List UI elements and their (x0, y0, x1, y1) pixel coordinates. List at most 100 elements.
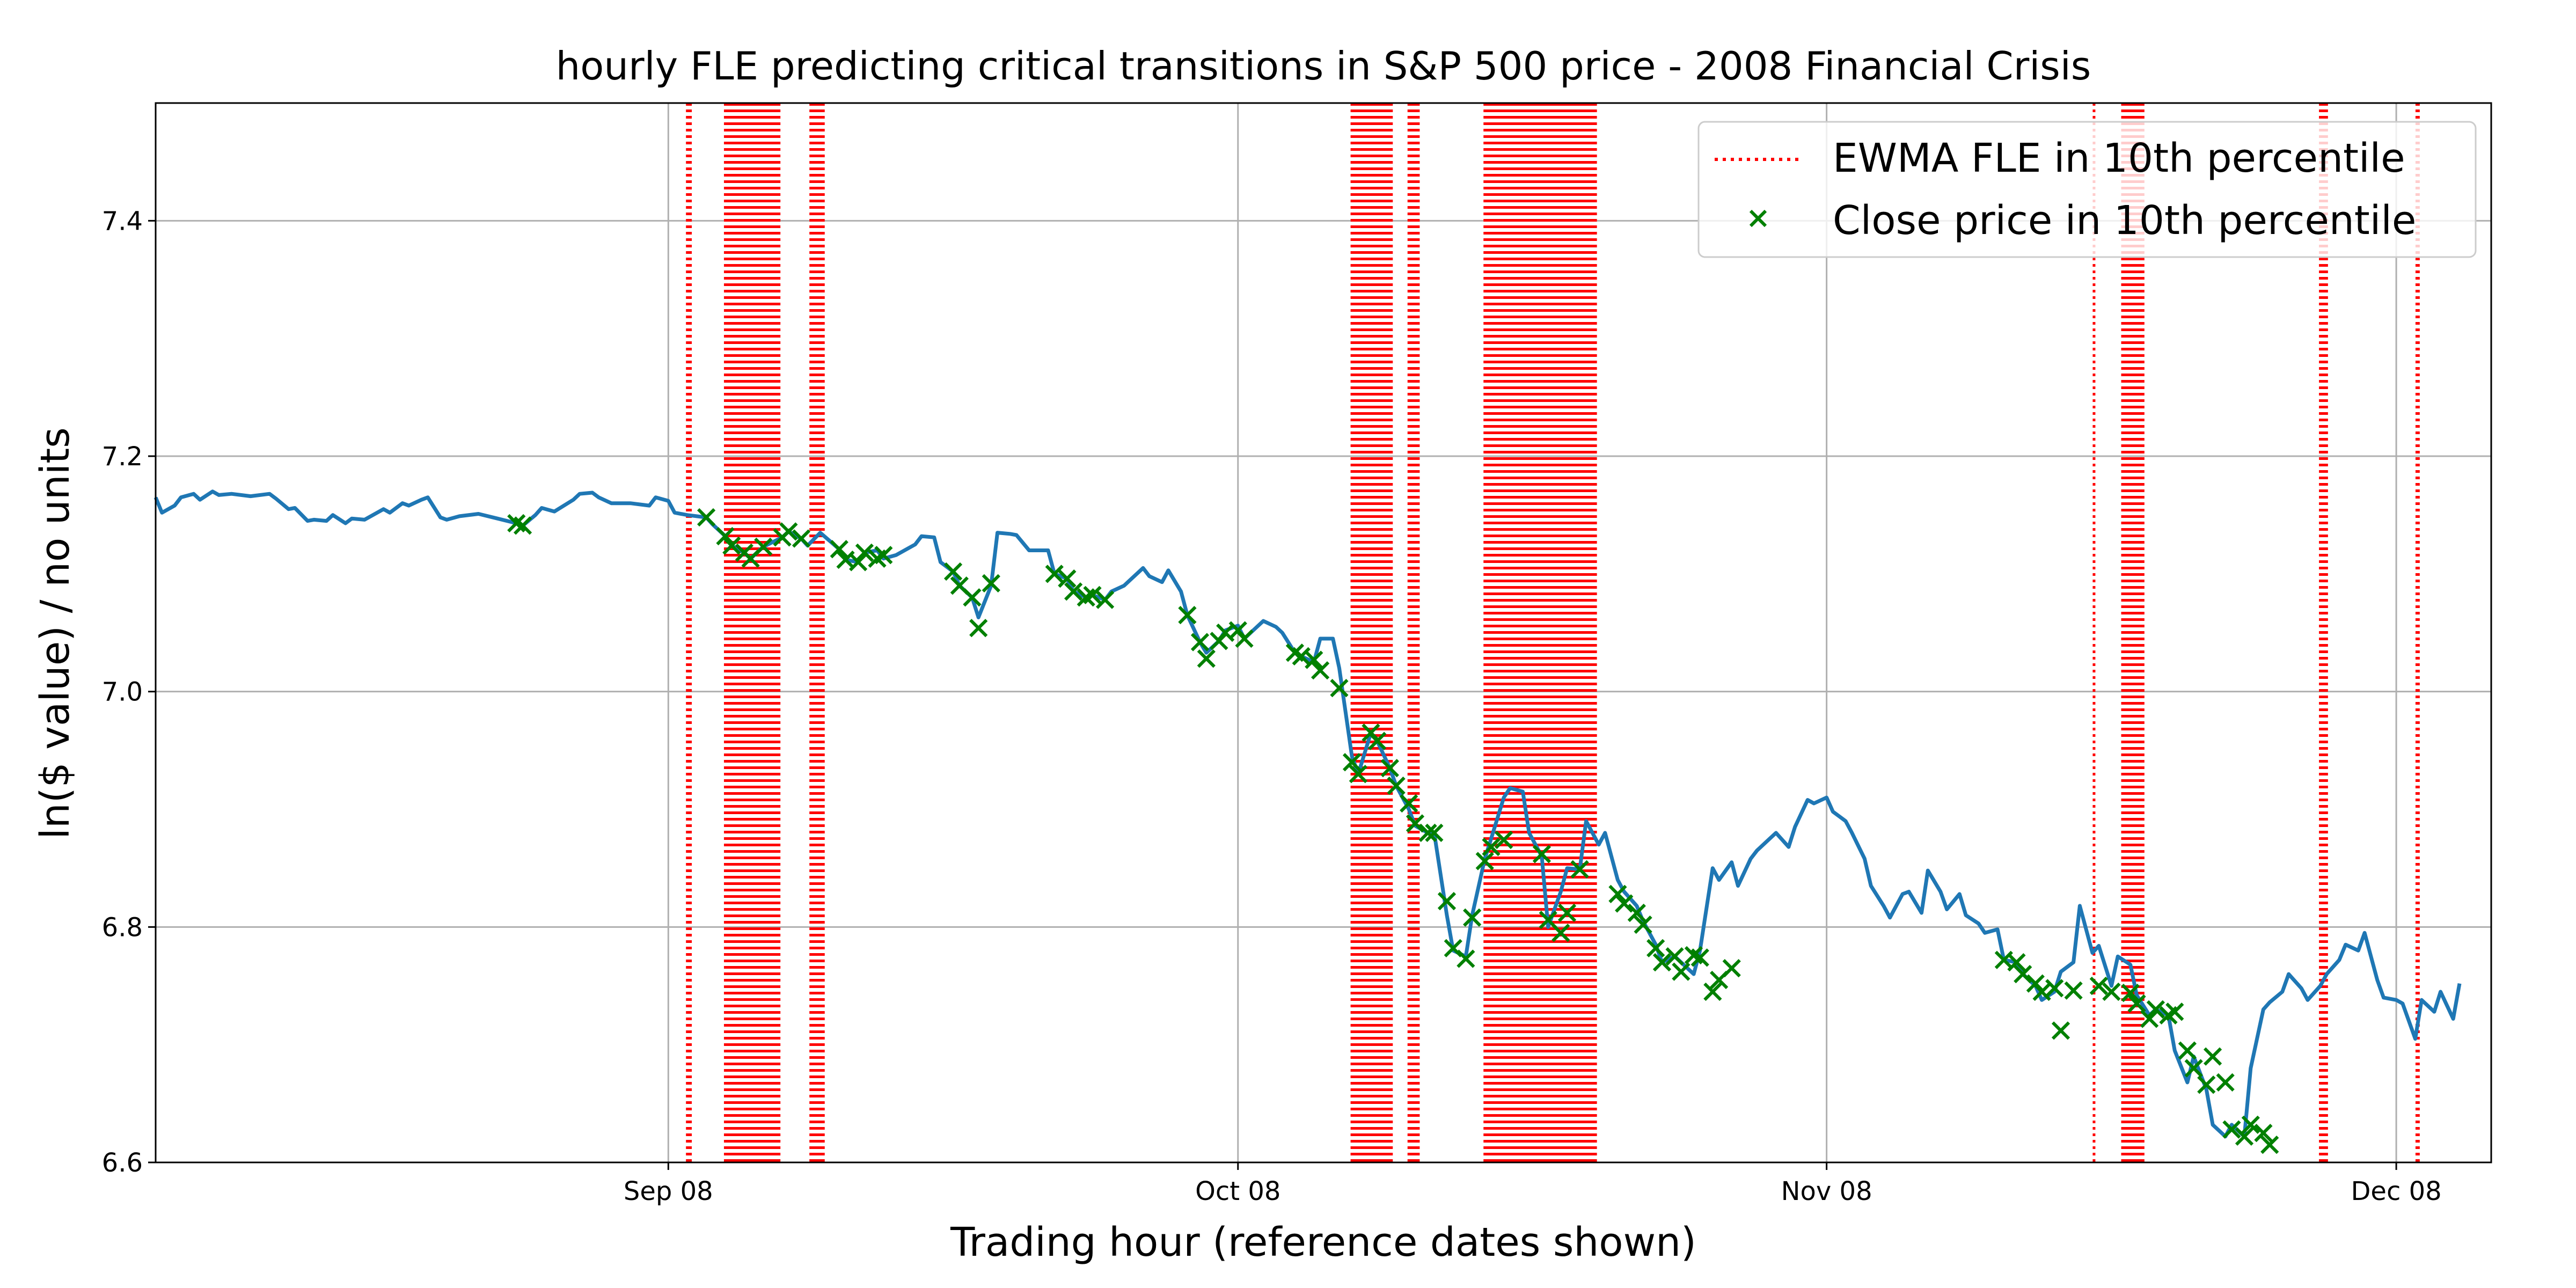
close-price-marker (1178, 605, 1197, 625)
y-tick-label: 7.0 (102, 677, 143, 707)
close-price-marker (1722, 958, 1741, 978)
close-price-marker (779, 522, 798, 541)
close-price-marker (1690, 948, 1709, 967)
close-price-marker (1475, 852, 1494, 870)
close-price-marker (2014, 964, 2032, 984)
y-tick-label: 6.6 (102, 1148, 143, 1178)
close-price-marker (1064, 582, 1083, 601)
close-price-marker (1425, 823, 1444, 842)
close-price-marker (1305, 650, 1323, 669)
chart-title: hourly FLE predicting critical transitio… (556, 43, 2091, 89)
close-price-marker (1330, 678, 1349, 698)
close-price-marker (2051, 1021, 2070, 1040)
close-price-marker (1197, 649, 1216, 668)
close-price-marker (1095, 590, 1115, 609)
x-tick-label: Oct 08 (1195, 1176, 1280, 1206)
close-price-marker (1342, 753, 1362, 772)
x-axis-label: Trading hour (reference dates shown) (950, 1219, 1696, 1265)
close-price-marker (2203, 1047, 2222, 1066)
close-price-marker (1437, 891, 1457, 911)
close-price-marker (1045, 565, 1064, 583)
close-price-marker (2089, 976, 2108, 996)
close-price-marker (754, 537, 773, 557)
close-price-marker (830, 540, 848, 559)
close-price-marker (1703, 982, 1722, 1001)
close-price-marker (1652, 953, 1672, 972)
close-price-marker (1190, 633, 1210, 652)
close-price-marker (1406, 814, 1425, 833)
close-price-marker (1634, 915, 1652, 934)
close-price-marker (1495, 830, 1513, 850)
close-price-marker (2007, 953, 2026, 972)
close-price-marker (1627, 903, 1646, 923)
legend-close-price-label: Close price in 10th percentile (1833, 197, 2416, 244)
close-price-marker (792, 529, 811, 548)
close-price-marker (697, 508, 716, 527)
close-price-marker (1418, 823, 1437, 842)
close-price-marker (2260, 1135, 2279, 1154)
close-price-marker (2222, 1120, 2241, 1139)
y-tick-label: 7.2 (102, 442, 143, 472)
x-axis-ticks: Sep 08 Oct 08 Nov 08 Dec 08 (624, 1162, 2442, 1206)
plot-area (153, 102, 2492, 1163)
legend-box (1697, 121, 2477, 258)
close-price-marker (855, 543, 874, 562)
close-price-marker (2178, 1041, 2197, 1060)
close-price-marker (874, 546, 893, 565)
close-price-marker (2045, 979, 2064, 998)
close-price-marker (2254, 1124, 2273, 1143)
close-price-marker (2197, 1075, 2216, 1094)
plot-frame (155, 102, 2492, 1163)
close-price-marker (1646, 939, 1665, 957)
close-price-marker (1368, 731, 1387, 750)
close-price-marker (2064, 981, 2083, 1000)
close-price-marker (1615, 894, 1634, 913)
x-tick-label: Sep 08 (624, 1176, 713, 1206)
close-price-marker (982, 574, 1000, 593)
x-tick-label: Nov 08 (1781, 1176, 1872, 1206)
close-price-marker (1292, 647, 1311, 665)
close-price-marker (1349, 765, 1367, 784)
plot-background (156, 103, 2491, 1162)
close-price-marker (2102, 982, 2121, 1001)
close-price-marker (1058, 569, 1077, 588)
close-price-marker (1552, 924, 1570, 942)
close-price-marker (1235, 629, 1254, 648)
close-price-marker (1400, 794, 1418, 813)
close-price-marker (2127, 994, 2146, 1013)
close-price-marker (969, 619, 988, 638)
close-price-marker (943, 562, 963, 581)
y-tick-label: 7.4 (102, 206, 143, 236)
close-price-marker (513, 516, 532, 535)
close-price-marker (1557, 903, 1577, 923)
close-price-marker (2121, 984, 2140, 1002)
legend-close-price-marker (1749, 209, 1767, 228)
y-axis-ticks: 6.6 6.8 7.0 7.2 7.4 (102, 206, 156, 1178)
close-price-marker (2146, 1000, 2165, 1019)
close-price-marker (849, 553, 868, 572)
close-price-marker (1672, 962, 1690, 981)
close-price-marker (1665, 947, 1684, 966)
close-price-marker (2184, 1059, 2203, 1078)
close-price-marker (2032, 982, 2051, 1001)
close-price-marker (1380, 759, 1399, 778)
close-price-marker (1387, 777, 1406, 795)
close-price-marker (1532, 845, 1552, 863)
close-price-marker (1083, 586, 1102, 604)
x-tick-label: Dec 08 (2351, 1176, 2441, 1206)
y-axis-label: ln($ value) / no units (32, 427, 78, 839)
close-price-marker (716, 527, 735, 546)
close-price-marker (1482, 838, 1501, 857)
close-price-marker (722, 536, 741, 555)
close-price-marker (1457, 949, 1475, 968)
close-price-marker (2140, 1009, 2159, 1028)
close-price-marker (2241, 1115, 2260, 1134)
close-price-marker (2165, 1002, 2184, 1021)
close-price-marker (1608, 884, 1627, 904)
close-price-marker (963, 588, 982, 607)
close-price-marker (1463, 908, 1482, 927)
legend-fle-label: EWMA FLE in 10th percentile (1833, 135, 2405, 181)
legend: EWMA FLE in 10th percentile Close price … (1697, 121, 2477, 258)
y-tick-label: 6.8 (102, 912, 143, 942)
